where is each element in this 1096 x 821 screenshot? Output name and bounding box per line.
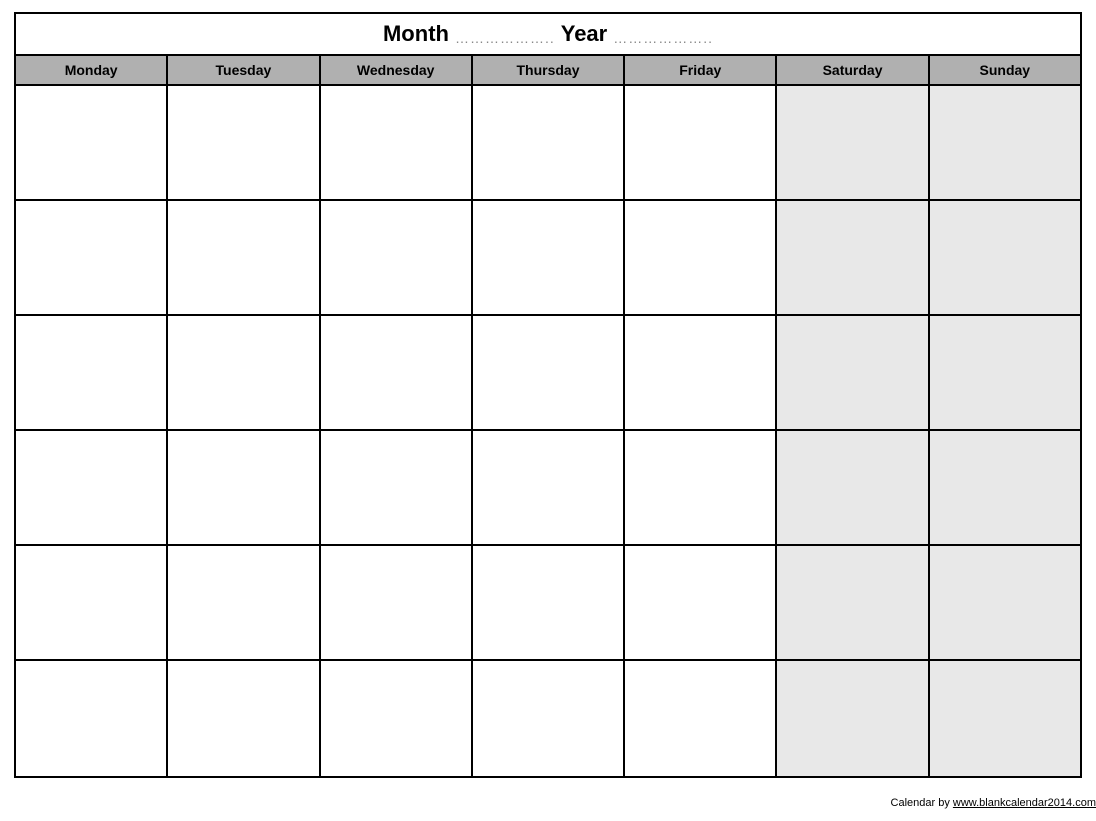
calendar-cell[interactable] [16, 316, 168, 431]
header-cell-wednesday: Wednesday [321, 56, 473, 86]
calendar-cell[interactable] [625, 431, 777, 546]
month-label: Month [383, 21, 449, 47]
calendar-row [16, 86, 1080, 201]
calendar-cell[interactable] [930, 546, 1080, 661]
calendar-cell[interactable] [777, 316, 929, 431]
calendar-cell[interactable] [321, 316, 473, 431]
calendar-cell[interactable] [930, 86, 1080, 201]
calendar-cell[interactable] [321, 201, 473, 316]
calendar-row [16, 316, 1080, 431]
calendar-cell[interactable] [321, 546, 473, 661]
calendar-cell[interactable] [168, 86, 320, 201]
calendar-row [16, 546, 1080, 661]
year-blank-dots[interactable]: ……………….. [613, 30, 713, 46]
calendar-cell[interactable] [321, 431, 473, 546]
calendar-cell[interactable] [777, 546, 929, 661]
calendar-cell[interactable] [473, 661, 625, 776]
header-cell-saturday: Saturday [777, 56, 929, 86]
calendar-container: Month ……………….. Year ……………….. Monday Tues… [14, 12, 1082, 778]
header-cell-tuesday: Tuesday [168, 56, 320, 86]
calendar-title-row: Month ……………….. Year ……………….. [16, 14, 1080, 56]
month-blank-dots[interactable]: ……………….. [455, 30, 555, 46]
calendar-cell[interactable] [930, 201, 1080, 316]
calendar-cell[interactable] [473, 86, 625, 201]
calendar-cell[interactable] [625, 546, 777, 661]
calendar-cell[interactable] [625, 86, 777, 201]
header-cell-thursday: Thursday [473, 56, 625, 86]
calendar-cell[interactable] [930, 431, 1080, 546]
calendar-cell[interactable] [321, 661, 473, 776]
calendar-cell[interactable] [473, 201, 625, 316]
calendar-cell[interactable] [473, 316, 625, 431]
calendar-header-row: Monday Tuesday Wednesday Thursday Friday… [16, 56, 1080, 86]
calendar-cell[interactable] [930, 316, 1080, 431]
calendar-cell[interactable] [473, 431, 625, 546]
calendar-cell[interactable] [930, 661, 1080, 776]
calendar-cell[interactable] [777, 661, 929, 776]
footer-link[interactable]: www.blankcalendar2014.com [953, 797, 1096, 809]
header-cell-sunday: Sunday [930, 56, 1080, 86]
calendar-cell[interactable] [777, 201, 929, 316]
calendar-cell[interactable] [168, 316, 320, 431]
header-cell-monday: Monday [16, 56, 168, 86]
year-label: Year [561, 21, 608, 47]
footer-credit: Calendar by www.blankcalendar2014.com [891, 797, 1096, 809]
calendar-cell[interactable] [473, 546, 625, 661]
calendar-cell[interactable] [625, 661, 777, 776]
calendar-cell[interactable] [625, 316, 777, 431]
calendar-body [16, 86, 1080, 776]
calendar-cell[interactable] [16, 201, 168, 316]
calendar-cell[interactable] [16, 546, 168, 661]
calendar-row [16, 431, 1080, 546]
header-cell-friday: Friday [625, 56, 777, 86]
calendar-cell[interactable] [168, 661, 320, 776]
footer-prefix: Calendar by [891, 797, 953, 809]
calendar-row [16, 661, 1080, 776]
calendar-cell[interactable] [16, 661, 168, 776]
calendar-cell[interactable] [168, 546, 320, 661]
calendar-cell[interactable] [777, 431, 929, 546]
calendar-cell[interactable] [16, 86, 168, 201]
calendar-cell[interactable] [625, 201, 777, 316]
calendar-cell[interactable] [168, 431, 320, 546]
calendar-cell[interactable] [321, 86, 473, 201]
calendar-cell[interactable] [168, 201, 320, 316]
calendar-row [16, 201, 1080, 316]
calendar-cell[interactable] [16, 431, 168, 546]
calendar-cell[interactable] [777, 86, 929, 201]
